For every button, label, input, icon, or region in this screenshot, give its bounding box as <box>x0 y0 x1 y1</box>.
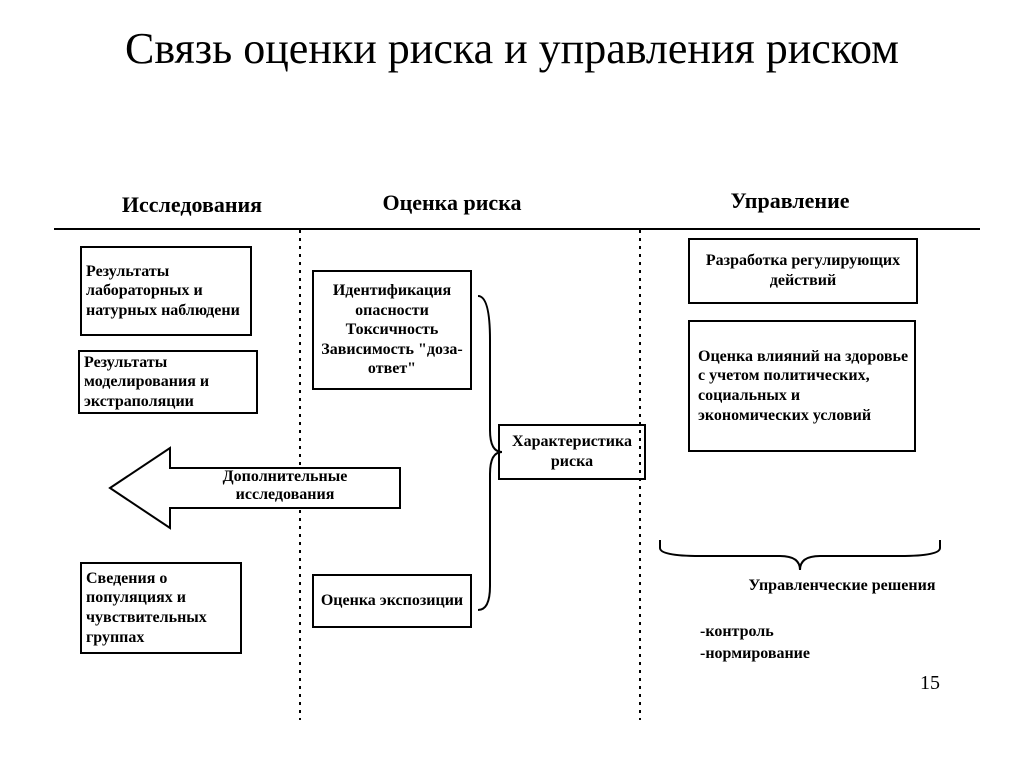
page-title: Связь оценки риска и управления риском <box>0 24 1024 75</box>
box-health-impact: Оценка влияний на здоровье с учетом поли… <box>688 320 916 452</box>
page-number: 15 <box>920 672 940 695</box>
box-regulatory-dev: Разработка регулирующих действий <box>688 238 918 304</box>
column-header-assessment: Оценка риска <box>352 190 552 216</box>
slide: Связь оценки риска и управления риском И… <box>0 0 1024 767</box>
box-lab-results: Результаты лабораторных и натурных наблю… <box>80 246 252 336</box>
box-model-results: Результаты моделирования и экстраполяции <box>78 350 258 414</box>
box-population-info: Сведения о популяциях и чувствительных г… <box>80 562 242 654</box>
box-exposure-assessment: Оценка экспозиции <box>312 574 472 628</box>
arrow-additional-research <box>110 448 400 528</box>
column-header-management: Управление <box>690 188 890 214</box>
header-rule <box>54 228 980 230</box>
decisions-title: Управленческие решения <box>742 576 942 596</box>
brace-bottom <box>660 540 940 570</box>
decisions-line-2: -нормирование <box>700 644 810 664</box>
column-header-research: Исследования <box>92 192 292 218</box>
box-hazard-id: Идентификация опасности Токсичность Зави… <box>312 270 472 390</box>
box-risk-characterization: Характеристика риска <box>498 424 646 480</box>
arrow-label: Дополнительные исследования <box>223 468 348 503</box>
decisions-line-1: -контроль <box>700 622 774 642</box>
